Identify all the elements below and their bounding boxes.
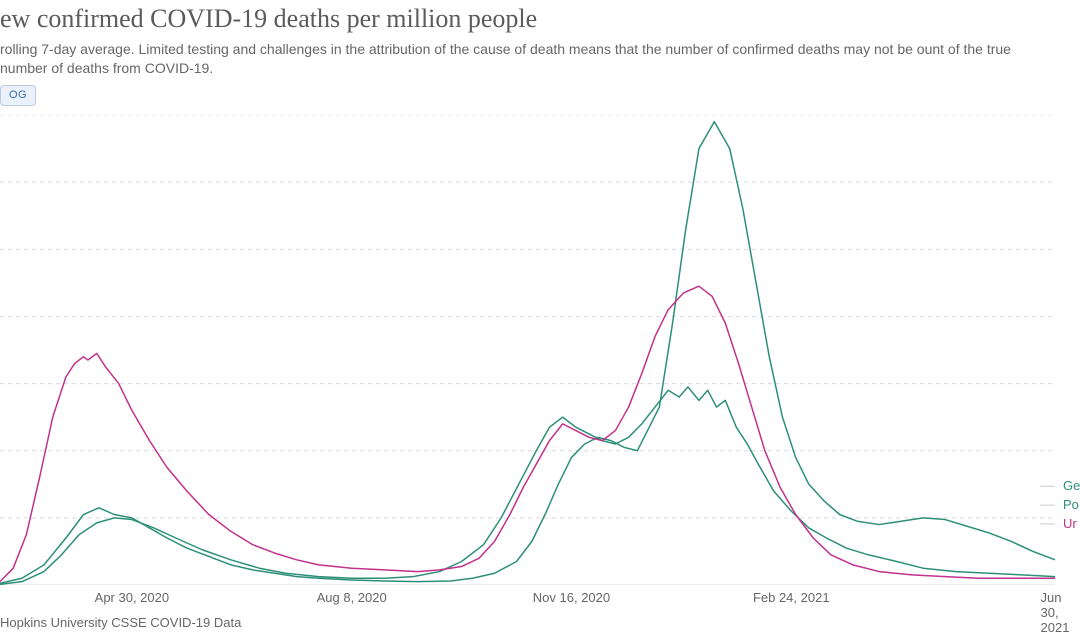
scale-toggle[interactable]: OG bbox=[0, 85, 36, 106]
series-line-po bbox=[0, 387, 1055, 584]
x-axis-label: Feb 24, 2021 bbox=[753, 590, 830, 605]
series-line-ur bbox=[0, 286, 1055, 581]
chart-title: ew confirmed COVID-19 deaths per million… bbox=[0, 4, 537, 34]
x-axis-label: Nov 16, 2020 bbox=[533, 590, 610, 605]
x-axis-label: Aug 8, 2020 bbox=[317, 590, 387, 605]
legend-label-ur[interactable]: Ur bbox=[1063, 516, 1077, 531]
x-axis-label: Apr 30, 2020 bbox=[95, 590, 169, 605]
legend-label-po[interactable]: Po bbox=[1063, 497, 1079, 512]
series-line-ge bbox=[0, 122, 1055, 584]
x-axis-label: Jun 30, 2021 bbox=[1041, 590, 1070, 635]
line-chart bbox=[0, 115, 1055, 585]
legend-label-ge[interactable]: Ge bbox=[1063, 478, 1080, 493]
chart-subtitle: rolling 7-day average. Limited testing a… bbox=[0, 40, 1040, 78]
source-attribution: Hopkins University CSSE COVID-19 Data bbox=[0, 615, 241, 630]
